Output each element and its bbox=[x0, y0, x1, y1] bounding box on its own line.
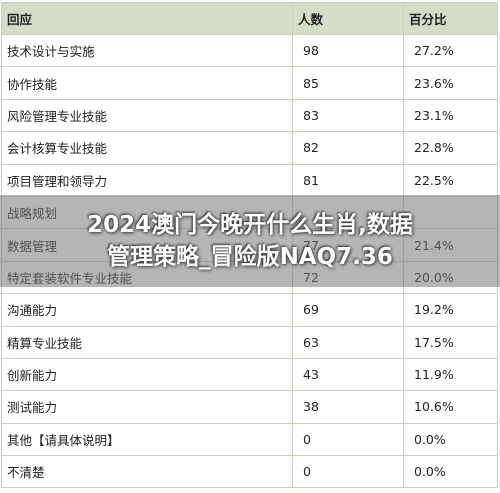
overlay-text: 2024澳门今晚开什么生肖,数据 bbox=[87, 212, 413, 238]
cell: 其他【请具体说明】 bbox=[1, 422, 293, 457]
cell: 创新能力 bbox=[1, 357, 293, 392]
cell: 38 bbox=[292, 390, 404, 424]
cell: 风险管理专业技能 bbox=[1, 98, 293, 133]
header-cell: 回应 bbox=[1, 2, 293, 35]
row: 其他【请具体说明】 0 0.0% bbox=[1, 422, 498, 457]
header-cell: 人数 bbox=[292, 2, 404, 35]
overlay-text: 管理策略_冒险版NAQ7.36 bbox=[107, 244, 393, 270]
header-row: 回应 人数 百分比 bbox=[1, 2, 498, 35]
cell: 技术设计与实施 bbox=[1, 33, 293, 68]
row: 会计核算专业技能 82 22.8% bbox=[1, 131, 498, 165]
cell: 精算专业技能 bbox=[1, 325, 293, 359]
row: 不清楚 0 0.0% bbox=[1, 455, 498, 489]
row: 协作技能 85 23.6% bbox=[1, 66, 498, 100]
cell: 23.6% bbox=[403, 66, 498, 100]
cell: 98 bbox=[292, 33, 404, 68]
cell: 11.9% bbox=[403, 357, 498, 392]
cell: 会计核算专业技能 bbox=[1, 131, 293, 165]
row: 创新能力 43 11.9% bbox=[1, 357, 498, 392]
cell: 22.8% bbox=[403, 131, 498, 165]
cell: 协作技能 bbox=[1, 66, 293, 100]
cell: 27.2% bbox=[403, 33, 498, 68]
cell: 0 bbox=[292, 455, 404, 489]
row: 风险管理专业技能 83 23.1% bbox=[1, 98, 498, 133]
cell: 23.1% bbox=[403, 98, 498, 133]
cell: 10.6% bbox=[403, 390, 498, 424]
cell: 项目管理和领导力 bbox=[1, 163, 293, 197]
header-cell: 百分比 bbox=[403, 2, 498, 35]
cell: 83 bbox=[292, 98, 404, 133]
row: 沟通能力 69 19.2% bbox=[1, 293, 498, 327]
cell: 0.0% bbox=[403, 455, 498, 489]
row: 技术设计与实施 98 27.2% bbox=[1, 33, 498, 68]
row: 精算专业技能 63 17.5% bbox=[1, 325, 498, 359]
row: 项目管理和领导力 81 22.5% bbox=[1, 163, 498, 197]
cell: 69 bbox=[292, 293, 404, 327]
cell: 19.2% bbox=[403, 293, 498, 327]
cell: 63 bbox=[292, 325, 404, 359]
cell: 0 bbox=[292, 422, 404, 457]
cell: 沟通能力 bbox=[1, 293, 293, 327]
row: 测试能力 38 10.6% bbox=[1, 390, 498, 424]
cell: 85 bbox=[292, 66, 404, 100]
cell: 82 bbox=[292, 131, 404, 165]
cell: 不清楚 bbox=[1, 455, 293, 489]
cell: 81 bbox=[292, 163, 404, 197]
cell: 43 bbox=[292, 357, 404, 392]
cell: 22.5% bbox=[403, 163, 498, 197]
cell: 0.0% bbox=[403, 422, 498, 457]
cell: 17.5% bbox=[403, 325, 498, 359]
overlay-banner: 2024澳门今晚开什么生肖,数据 管理策略_冒险版NAQ7.36 bbox=[0, 195, 500, 287]
cell: 测试能力 bbox=[1, 390, 293, 424]
